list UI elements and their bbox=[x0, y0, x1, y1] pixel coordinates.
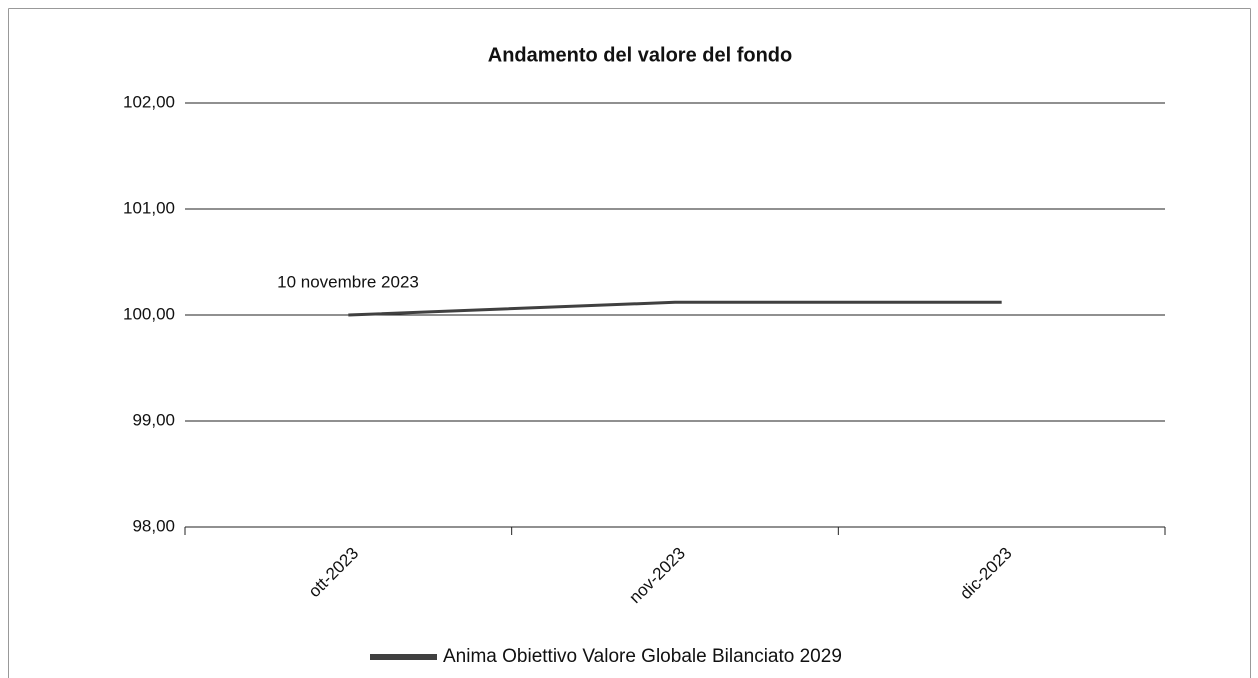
x-tick-label: ott-2023 bbox=[305, 544, 363, 602]
y-tick-label: 101,00 bbox=[123, 198, 175, 217]
chart-title: Andamento del valore del fondo bbox=[488, 44, 792, 66]
x-tick-label: dic-2023 bbox=[956, 544, 1016, 604]
x-tick-label: nov-2023 bbox=[625, 544, 689, 608]
y-tick-label: 98,00 bbox=[132, 516, 175, 535]
series-line bbox=[348, 300, 1002, 317]
y-tick-label: 102,00 bbox=[123, 92, 175, 111]
annotation: 10 novembre 2023 bbox=[277, 272, 419, 291]
y-tick-label: 100,00 bbox=[123, 304, 175, 323]
y-tick-label: 99,00 bbox=[132, 410, 175, 429]
legend-label: Anima Obiettivo Valore Globale Bilanciat… bbox=[443, 646, 842, 667]
